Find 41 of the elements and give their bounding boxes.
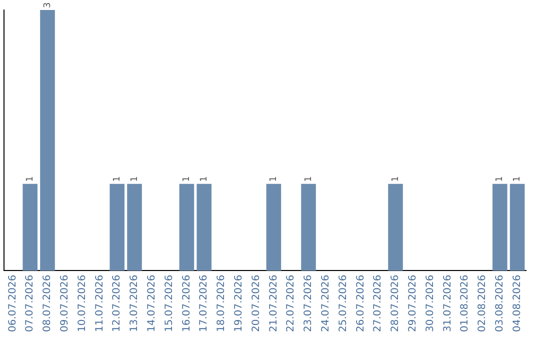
- x-tick-label: 14.07.2026: [146, 274, 158, 332]
- data-label: 1: [495, 176, 506, 182]
- x-tick-label: 18.07.2026: [216, 274, 228, 332]
- x-tick-label: 31.07.2026: [442, 274, 454, 332]
- x-tick-label: 02.08.2026: [477, 274, 488, 332]
- data-label: 1: [112, 176, 122, 182]
- data-label: 3: [42, 2, 53, 8]
- data-label: 1: [269, 176, 280, 182]
- x-tick-label: 20.07.2026: [250, 274, 262, 332]
- x-tick-label: 12.07.2026: [112, 274, 123, 332]
- x-tick-label: 07.07.2026: [24, 274, 36, 332]
- x-tick-label: 28.07.2026: [390, 274, 402, 332]
- x-tick-label: 26.07.2026: [355, 274, 366, 332]
- x-tick-label: 19.07.2026: [233, 274, 244, 332]
- x-tick-label: 03.08.2026: [494, 274, 506, 332]
- data-label: 1: [182, 176, 192, 182]
- x-tick-label: 17.07.2026: [198, 274, 210, 332]
- x-tick-label: 24.07.2026: [320, 274, 332, 332]
- data-label: 1: [199, 176, 210, 182]
- x-tick-label: 23.07.2026: [303, 274, 314, 332]
- x-tick-label: 04.08.2026: [512, 274, 523, 332]
- x-tick-label: 11.07.2026: [94, 274, 106, 332]
- data-label: 1: [25, 176, 36, 182]
- x-tick-label: 06.07.2026: [7, 274, 18, 332]
- data-label: 1: [304, 176, 314, 182]
- x-tick-label: 10.07.2026: [76, 274, 88, 332]
- x-tick-label: 16.07.2026: [181, 274, 192, 332]
- data-label: 1: [130, 176, 140, 182]
- x-tick-label: 22.07.2026: [286, 274, 297, 332]
- x-tick-label: 21.07.2026: [268, 274, 280, 332]
- x-tick-label: 01.08.2026: [460, 274, 471, 332]
- x-tick-label: 13.07.2026: [129, 274, 140, 332]
- x-tick-label: 15.07.2026: [164, 274, 175, 332]
- data-label: 1: [512, 176, 523, 182]
- data-label: 1: [390, 176, 401, 182]
- x-tick-label: 08.07.2026: [42, 274, 54, 332]
- x-tick-label: 09.07.2026: [59, 274, 70, 332]
- x-tick-label: 30.07.2026: [424, 274, 436, 332]
- x-tick-label: 29.07.2026: [407, 274, 418, 332]
- x-tick-label: 25.07.2026: [338, 274, 349, 332]
- x-tick-label: 27.07.2026: [372, 274, 384, 332]
